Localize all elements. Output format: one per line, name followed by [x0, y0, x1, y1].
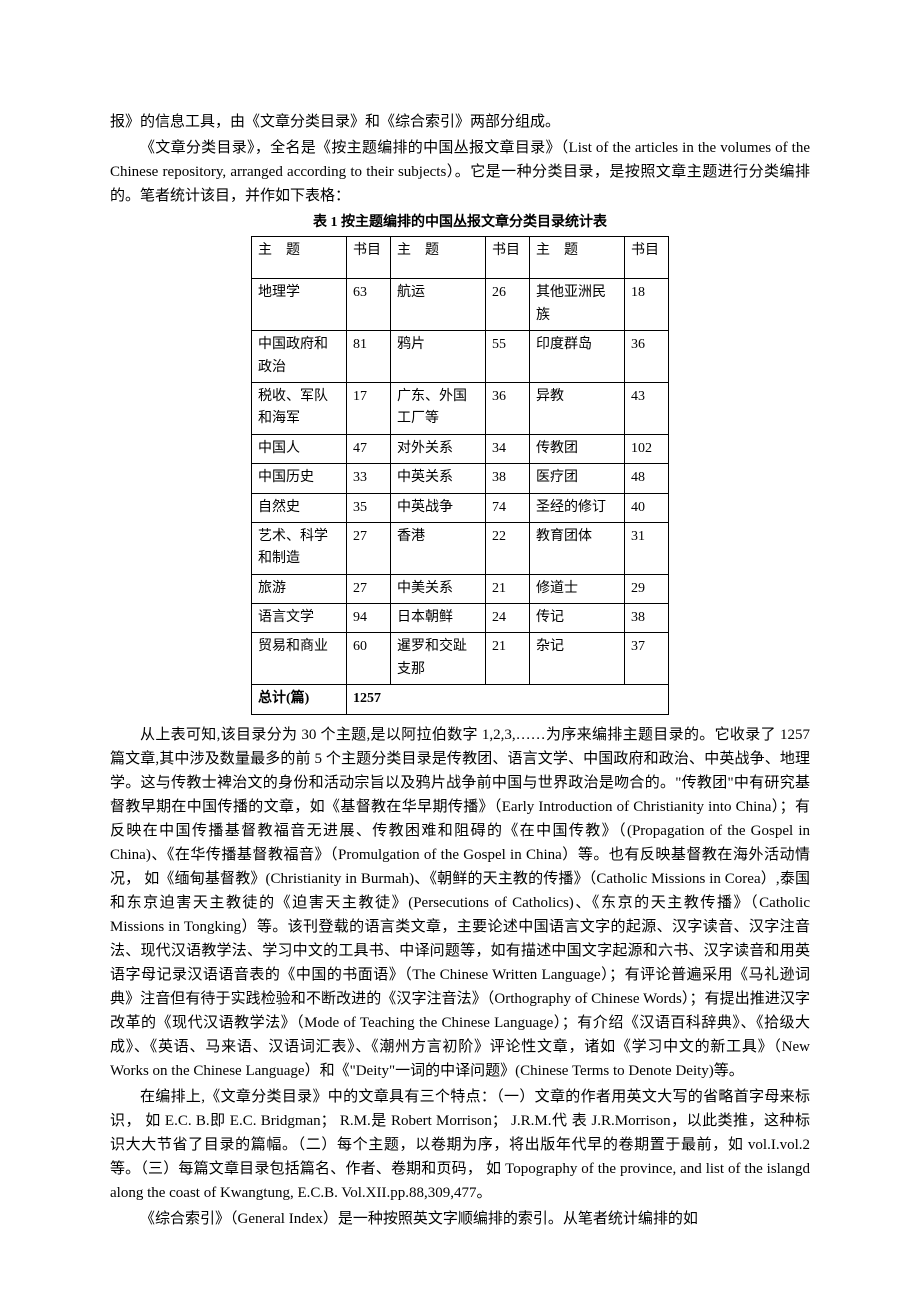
subject-cell: 其他亚洲民族 — [530, 279, 625, 331]
count-cell: 33 — [347, 464, 391, 493]
count-cell: 38 — [625, 604, 669, 633]
table-row: 自然史35中英战争74圣经的修订40 — [252, 493, 669, 522]
count-cell: 74 — [486, 493, 530, 522]
table-row: 地理学63航运26其他亚洲民族18 — [252, 279, 669, 331]
count-cell: 37 — [625, 633, 669, 685]
subject-cell: 中国人 — [252, 434, 347, 463]
count-cell: 48 — [625, 464, 669, 493]
count-cell: 35 — [347, 493, 391, 522]
count-cell: 27 — [347, 522, 391, 574]
intro-paragraph-2: 《文章分类目录》，全名是《按主题编排的中国丛报文章目录》（List of the… — [110, 136, 810, 208]
subject-cell: 航运 — [391, 279, 486, 331]
subject-cell: 中国历史 — [252, 464, 347, 493]
subject-cell: 香港 — [391, 522, 486, 574]
count-cell: 47 — [347, 434, 391, 463]
subject-cell: 圣经的修订 — [530, 493, 625, 522]
count-cell: 43 — [625, 382, 669, 434]
header-count-2: 书目 — [486, 237, 530, 279]
subject-cell: 传教团 — [530, 434, 625, 463]
count-cell: 36 — [625, 331, 669, 383]
subject-cell: 修道士 — [530, 574, 625, 603]
subject-cell: 对外关系 — [391, 434, 486, 463]
count-cell: 22 — [486, 522, 530, 574]
subject-cell: 中国政府和政治 — [252, 331, 347, 383]
subject-cell: 异教 — [530, 382, 625, 434]
subject-cell: 地理学 — [252, 279, 347, 331]
subject-cell: 医疗团 — [530, 464, 625, 493]
total-value: 1257 — [347, 685, 669, 714]
table-row: 中国政府和政治81鸦片55印度群岛36 — [252, 331, 669, 383]
intro-paragraph-1: 报》的信息工具，由《文章分类目录》和《综合索引》两部分组成。 — [110, 110, 810, 134]
statistics-table: 主 题 书目 主 题 书目 主 题 书目 地理学63航运26其他亚洲民族18中国… — [251, 236, 669, 714]
header-subject-2: 主 题 — [391, 237, 486, 279]
table-row: 贸易和商业60暹罗和交趾支那21杂记37 — [252, 633, 669, 685]
subject-cell: 传记 — [530, 604, 625, 633]
header-count-3: 书目 — [625, 237, 669, 279]
count-cell: 81 — [347, 331, 391, 383]
subject-cell: 鸦片 — [391, 331, 486, 383]
count-cell: 31 — [625, 522, 669, 574]
table-row: 中国人47对外关系34传教团102 — [252, 434, 669, 463]
count-cell: 18 — [625, 279, 669, 331]
subject-cell: 教育团体 — [530, 522, 625, 574]
body-paragraph-2: 在编排上,《文章分类目录》中的文章具有三个特点：（一）文章的作者用英文大写的省略… — [110, 1085, 810, 1205]
header-subject-3: 主 题 — [530, 237, 625, 279]
table-total-row: 总计(篇) 1257 — [252, 685, 669, 714]
subject-cell: 暹罗和交趾支那 — [391, 633, 486, 685]
count-cell: 17 — [347, 382, 391, 434]
subject-cell: 中英战争 — [391, 493, 486, 522]
count-cell: 60 — [347, 633, 391, 685]
table-row: 税收、军队和海军17广东、外国工厂等36异教43 — [252, 382, 669, 434]
body-paragraph-1: 从上表可知,该目录分为 30 个主题,是以阿拉伯数字 1,2,3,……为序来编排… — [110, 723, 810, 1083]
table-row: 中国历史33中英关系38医疗团48 — [252, 464, 669, 493]
subject-cell: 税收、军队和海军 — [252, 382, 347, 434]
table-title: 表 1 按主题编排的中国丛报文章分类目录统计表 — [110, 212, 810, 234]
count-cell: 94 — [347, 604, 391, 633]
count-cell: 21 — [486, 574, 530, 603]
subject-cell: 自然史 — [252, 493, 347, 522]
subject-cell: 印度群岛 — [530, 331, 625, 383]
table-row: 语言文学94日本朝鲜24传记38 — [252, 604, 669, 633]
count-cell: 55 — [486, 331, 530, 383]
count-cell: 38 — [486, 464, 530, 493]
count-cell: 36 — [486, 382, 530, 434]
table-row: 艺术、科学和制造27香港22教育团体31 — [252, 522, 669, 574]
subject-cell: 贸易和商业 — [252, 633, 347, 685]
count-cell: 34 — [486, 434, 530, 463]
count-cell: 21 — [486, 633, 530, 685]
count-cell: 102 — [625, 434, 669, 463]
subject-cell: 旅游 — [252, 574, 347, 603]
count-cell: 40 — [625, 493, 669, 522]
table-row: 旅游27中美关系21修道士29 — [252, 574, 669, 603]
count-cell: 63 — [347, 279, 391, 331]
subject-cell: 广东、外国工厂等 — [391, 382, 486, 434]
subject-cell: 艺术、科学和制造 — [252, 522, 347, 574]
count-cell: 26 — [486, 279, 530, 331]
subject-cell: 杂记 — [530, 633, 625, 685]
subject-cell: 语言文学 — [252, 604, 347, 633]
total-label: 总计(篇) — [252, 685, 347, 714]
subject-cell: 中美关系 — [391, 574, 486, 603]
header-subject-1: 主 题 — [252, 237, 347, 279]
subject-cell: 日本朝鲜 — [391, 604, 486, 633]
count-cell: 29 — [625, 574, 669, 603]
count-cell: 27 — [347, 574, 391, 603]
body-paragraph-3: 《综合索引》（General Index）是一种按照英文字顺编排的索引。从笔者统… — [110, 1207, 810, 1231]
table-header-row: 主 题 书目 主 题 书目 主 题 书目 — [252, 237, 669, 279]
count-cell: 24 — [486, 604, 530, 633]
header-count-1: 书目 — [347, 237, 391, 279]
subject-cell: 中英关系 — [391, 464, 486, 493]
